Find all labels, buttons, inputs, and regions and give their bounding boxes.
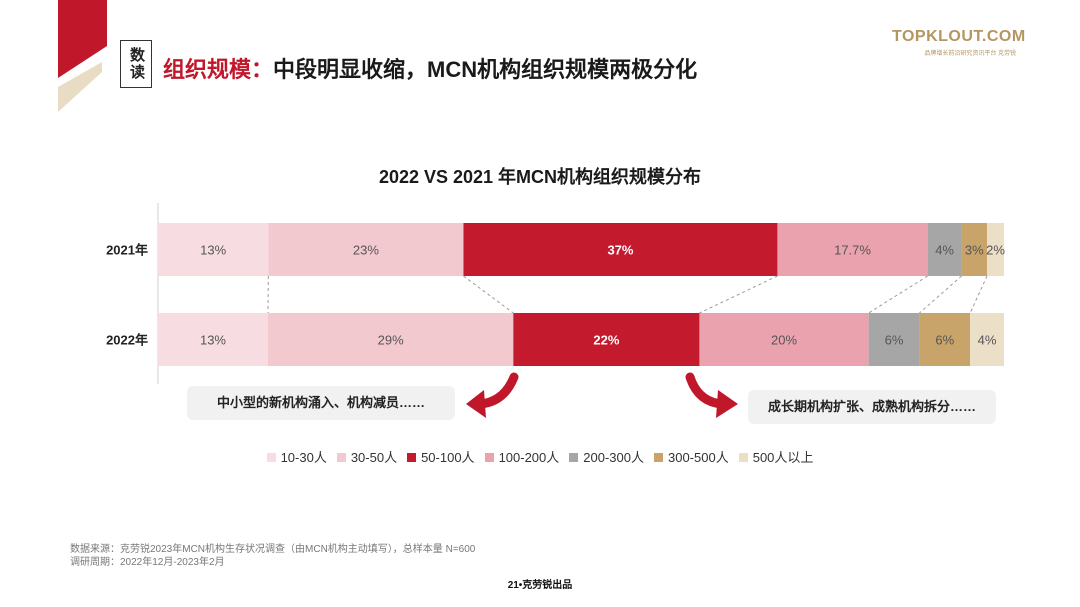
data-label: 13% bbox=[200, 333, 226, 348]
legend-swatch bbox=[738, 453, 748, 462]
data-label: 17.7% bbox=[834, 243, 871, 258]
legend-item: 50-100人 bbox=[407, 447, 475, 466]
legend-swatch bbox=[266, 453, 276, 462]
bar-segment bbox=[868, 313, 920, 366]
page-title: 组织规模：中段明显收缩，MCN机构组织规模两极分化 bbox=[163, 52, 697, 84]
data-label: 3% bbox=[965, 243, 984, 258]
bar-segment bbox=[970, 313, 1004, 366]
right-curved-arrow bbox=[685, 372, 727, 409]
bar-segment bbox=[513, 313, 700, 366]
bar-segment bbox=[961, 223, 988, 276]
data-label: 13% bbox=[200, 243, 226, 258]
note-right: 成长期机构扩张、成熟机构拆分…… bbox=[748, 390, 996, 424]
connector-line bbox=[868, 275, 928, 314]
brand-logo: TOPKLOUT.COM 品牌增长前沿研究资讯平台 克劳锐 bbox=[892, 28, 1026, 57]
legend-item: 30-50人 bbox=[336, 447, 398, 466]
legend-label: 200-300人 bbox=[583, 450, 644, 465]
right-arrow-head bbox=[716, 390, 738, 418]
data-label: 4% bbox=[978, 333, 997, 348]
bar-segment bbox=[987, 223, 1004, 276]
category-label: 2022年 bbox=[106, 333, 148, 348]
stacked-bar-chart: 2021年 13% 23% 37% 17.7% 4% 3% 2% 2022年 13% 29% 22% 2… bbox=[106, 203, 1005, 418]
brand-subtitle: 品牌增长前沿研究资讯平台 克劳锐 bbox=[924, 51, 1016, 57]
chart-title: 2022 VS 2021 年MCN机构组织规模分布 bbox=[378, 167, 702, 187]
data-label: 23% bbox=[353, 243, 379, 258]
bar-segment bbox=[919, 313, 971, 366]
left-arrow-head bbox=[466, 390, 486, 418]
period-line: 调研周期：2022年12月-2023年2月 bbox=[70, 557, 225, 568]
page-title-main: 中段明显收缩，MCN机构组织规模两极分化 bbox=[273, 57, 698, 82]
page-number: 21•克劳锐出品 bbox=[507, 580, 573, 591]
legend-label: 100-200人 bbox=[498, 450, 560, 465]
data-label: 6% bbox=[935, 333, 954, 348]
bar-segment bbox=[158, 223, 269, 276]
corner-beige-shape bbox=[58, 62, 102, 112]
legend-label: 50-100人 bbox=[421, 450, 475, 465]
connector-line bbox=[699, 275, 778, 314]
data-label: 2% bbox=[986, 243, 1005, 258]
source-line: 数据来源：克劳锐2023年MCN机构生存状况调查（由MCN机构主动填写），总样本… bbox=[70, 544, 476, 555]
data-label: 37% bbox=[607, 243, 633, 258]
legend-item: 500人以上 bbox=[738, 447, 814, 466]
legend-swatch bbox=[569, 453, 579, 462]
legend-label: 10-30人 bbox=[280, 450, 327, 465]
legend-swatch bbox=[407, 453, 417, 462]
bar-segment bbox=[777, 223, 928, 276]
bar-segment bbox=[699, 313, 869, 366]
data-label: 29% bbox=[378, 333, 404, 348]
chart-legend: 10-30人 30-50人 50-100人 100-200人 200-300人 300-5… bbox=[0, 447, 1080, 466]
legend-swatch bbox=[484, 453, 494, 462]
legend-swatch bbox=[654, 453, 663, 462]
legend-item: 300-500人 bbox=[654, 447, 729, 466]
bar-segment bbox=[463, 223, 778, 276]
data-label: 20% bbox=[771, 333, 797, 348]
connector-line bbox=[969, 275, 988, 314]
connector-line bbox=[919, 275, 962, 314]
legend-item: 100-200人 bbox=[484, 447, 560, 466]
data-source: 数据来源：克劳锐2023年MCN机构生存状况调查（由MCN机构主动填写），总样本… bbox=[70, 543, 475, 569]
data-label: 4% bbox=[935, 243, 954, 258]
legend-label: 300-500人 bbox=[668, 450, 729, 465]
category-label: 2021年 bbox=[106, 243, 148, 258]
bar-segment bbox=[927, 223, 962, 276]
brand-name: TOPKLOUT.COM bbox=[892, 28, 1026, 45]
corner-decoration bbox=[58, 0, 107, 112]
left-curved-arrow bbox=[475, 372, 519, 409]
bar-segment bbox=[268, 223, 464, 276]
legend-label: 30-50人 bbox=[350, 450, 398, 465]
bar-segment bbox=[267, 313, 514, 366]
note-left: 中小型的新机构涌入、机构减员…… bbox=[187, 386, 455, 420]
data-label: 6% bbox=[885, 333, 904, 348]
corner-red-shape bbox=[58, 0, 107, 78]
legend-item: 10-30人 bbox=[266, 447, 327, 466]
legend-item: 200-300人 bbox=[569, 447, 644, 466]
data-label: 22% bbox=[593, 333, 619, 348]
legend-label: 500人以上 bbox=[752, 450, 814, 465]
connector-line bbox=[463, 275, 514, 314]
page-title-accent: 组织规模： bbox=[163, 57, 274, 82]
section-tag: 数读 bbox=[120, 40, 152, 88]
legend-swatch bbox=[336, 453, 346, 462]
bar-segment bbox=[158, 313, 268, 366]
